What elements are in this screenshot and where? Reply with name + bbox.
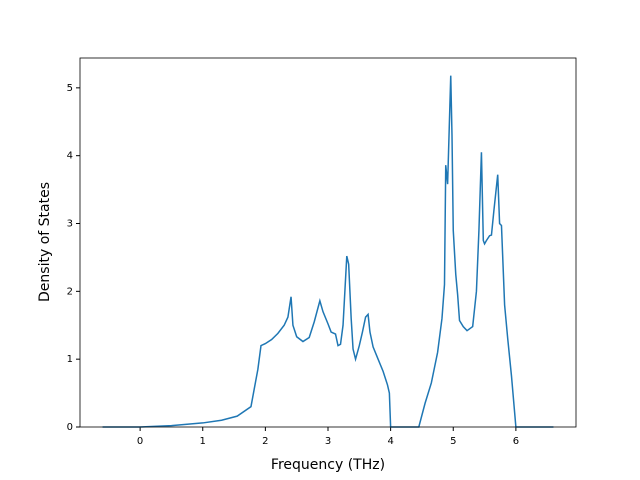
y-tick-label: 5: [67, 83, 73, 94]
y-tick-label: 0: [67, 422, 73, 433]
x-tick-label: 1: [200, 436, 206, 447]
x-axis-label: Frequency (THz): [271, 457, 385, 473]
y-tick-label: 1: [67, 354, 73, 365]
x-tick-label: 0: [137, 436, 143, 447]
y-tick-label: 4: [67, 151, 73, 162]
y-tick-label: 2: [67, 286, 73, 297]
x-tick-label: 6: [513, 436, 519, 447]
plot-frame: [79, 57, 577, 428]
x-tick-label: 3: [325, 436, 331, 447]
x-tick-label: 4: [387, 436, 393, 447]
dos-line: [102, 75, 554, 428]
x-tick-label: 2: [262, 436, 268, 447]
y-tick-label: 3: [67, 219, 73, 230]
y-axis-label: Density of States: [37, 182, 53, 302]
x-tick-label: 5: [450, 436, 456, 447]
